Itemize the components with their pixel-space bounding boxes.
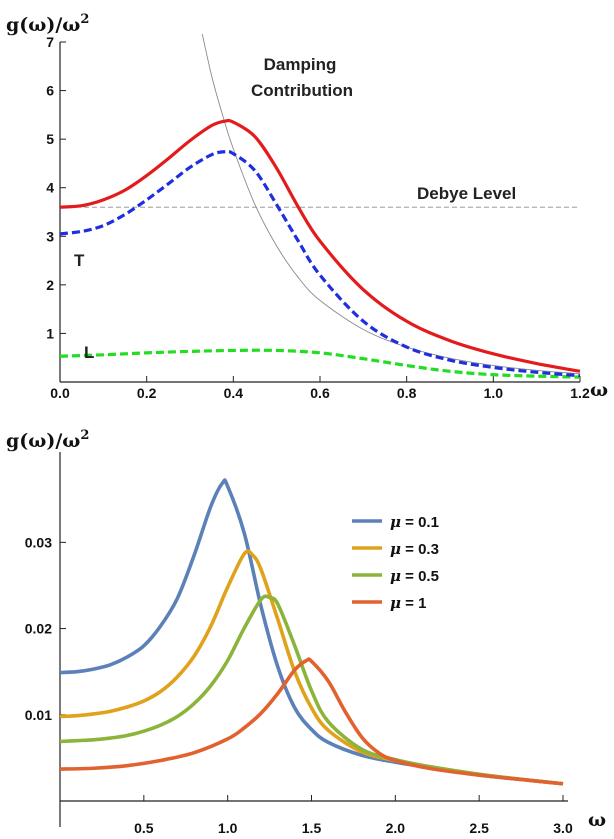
bottom-x-tick-label: 1.0 — [218, 820, 238, 836]
bottom-series-line-3 — [59, 594, 564, 786]
bottom-y-tick-label: 0.03 — [25, 534, 52, 550]
top-y-tick-label: 2 — [46, 277, 54, 293]
top-y-tick-label: 1 — [46, 325, 54, 341]
top-x-tick-label: 0.4 — [224, 385, 244, 401]
bottom-panel: g(ω)/ω2 0.5 1.0 1.5 2.0 2.5 3.0 0.01 0.02 0.03 ω… — [6, 428, 606, 836]
bottom-series-line-2 — [59, 549, 564, 786]
top-y-tick-label: 3 — [46, 228, 54, 244]
bottom-y-label-sup: 2 — [80, 428, 89, 443]
bottom-series-line-4 — [59, 657, 564, 786]
top-series-damping — [201, 34, 581, 375]
bottom-y-label-base: g(ω)/ω — [6, 430, 80, 452]
damping-label-line2: Contribution — [251, 81, 353, 100]
top-y-tick-label: 7 — [46, 34, 54, 50]
top-x-tick-label: 0.8 — [397, 385, 417, 401]
top-y-axis-title: g(ω)/ω2 — [6, 12, 89, 36]
bottom-x-tick-label: 1.5 — [302, 820, 322, 836]
bottom-x-tick-label: 2.5 — [469, 820, 489, 836]
bottom-series-line-1 — [59, 478, 564, 786]
top-x-axis-title: ω — [590, 379, 608, 401]
top-series-L — [60, 348, 581, 379]
bottom-x-axis-title: ω — [588, 809, 606, 831]
top-series-total — [60, 118, 581, 373]
top-x-tick-label: 1.0 — [484, 385, 504, 401]
svg-text:g(ω)/ω2: g(ω)/ω2 — [6, 428, 89, 452]
top-y-label-base: g(ω)/ω — [6, 14, 80, 36]
L-curve-label: L — [84, 343, 94, 362]
legend-label: μ = 0.3 — [390, 540, 439, 558]
svg-text:g(ω)/ω2: g(ω)/ω2 — [6, 12, 89, 36]
top-x-tick-label: 1.2 — [570, 385, 590, 401]
top-y-tick-label: 6 — [46, 83, 54, 99]
damping-label-line1: Damping — [264, 55, 337, 74]
legend: μ = 0.1 μ = 0.3 μ = 0.5 μ = 1 — [352, 513, 439, 612]
debye-level-label: Debye Level — [417, 184, 516, 203]
T-curve-label: T — [74, 251, 85, 270]
bottom-y-tick-label: 0.01 — [25, 707, 52, 723]
top-x-tick-label: 0.2 — [137, 385, 157, 401]
top-x-tick-label: 0.0 — [50, 385, 70, 401]
top-y-tick-label: 4 — [46, 180, 54, 196]
bottom-x-tick-label: 2.0 — [386, 820, 406, 836]
bottom-y-axis-title: g(ω)/ω2 — [6, 428, 89, 452]
top-x-tick-label: 0.6 — [310, 385, 330, 401]
legend-label: μ = 0.1 — [390, 513, 439, 531]
bottom-x-tick-label: 3.0 — [553, 820, 573, 836]
bottom-x-tick-label: 0.5 — [134, 820, 154, 836]
bottom-y-tick-label: 0.02 — [25, 621, 52, 637]
top-y-label-sup: 2 — [80, 12, 89, 27]
legend-label: μ = 0.5 — [390, 567, 439, 585]
top-series-T — [60, 149, 581, 378]
top-y-tick-label: 5 — [46, 131, 54, 147]
legend-label: μ = 1 — [390, 594, 426, 612]
